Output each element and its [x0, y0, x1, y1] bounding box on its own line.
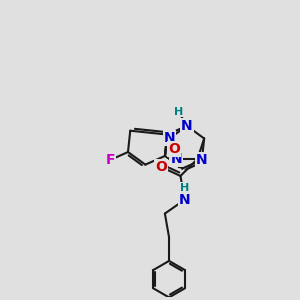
Text: N: N — [179, 193, 190, 207]
Text: O: O — [168, 142, 180, 156]
Text: N: N — [181, 119, 193, 133]
Text: N: N — [170, 152, 182, 166]
Text: N: N — [196, 153, 208, 167]
Text: N: N — [164, 131, 175, 146]
Text: O: O — [155, 160, 167, 174]
Text: H: H — [180, 183, 189, 193]
Text: F: F — [106, 153, 115, 167]
Text: H: H — [174, 107, 183, 117]
